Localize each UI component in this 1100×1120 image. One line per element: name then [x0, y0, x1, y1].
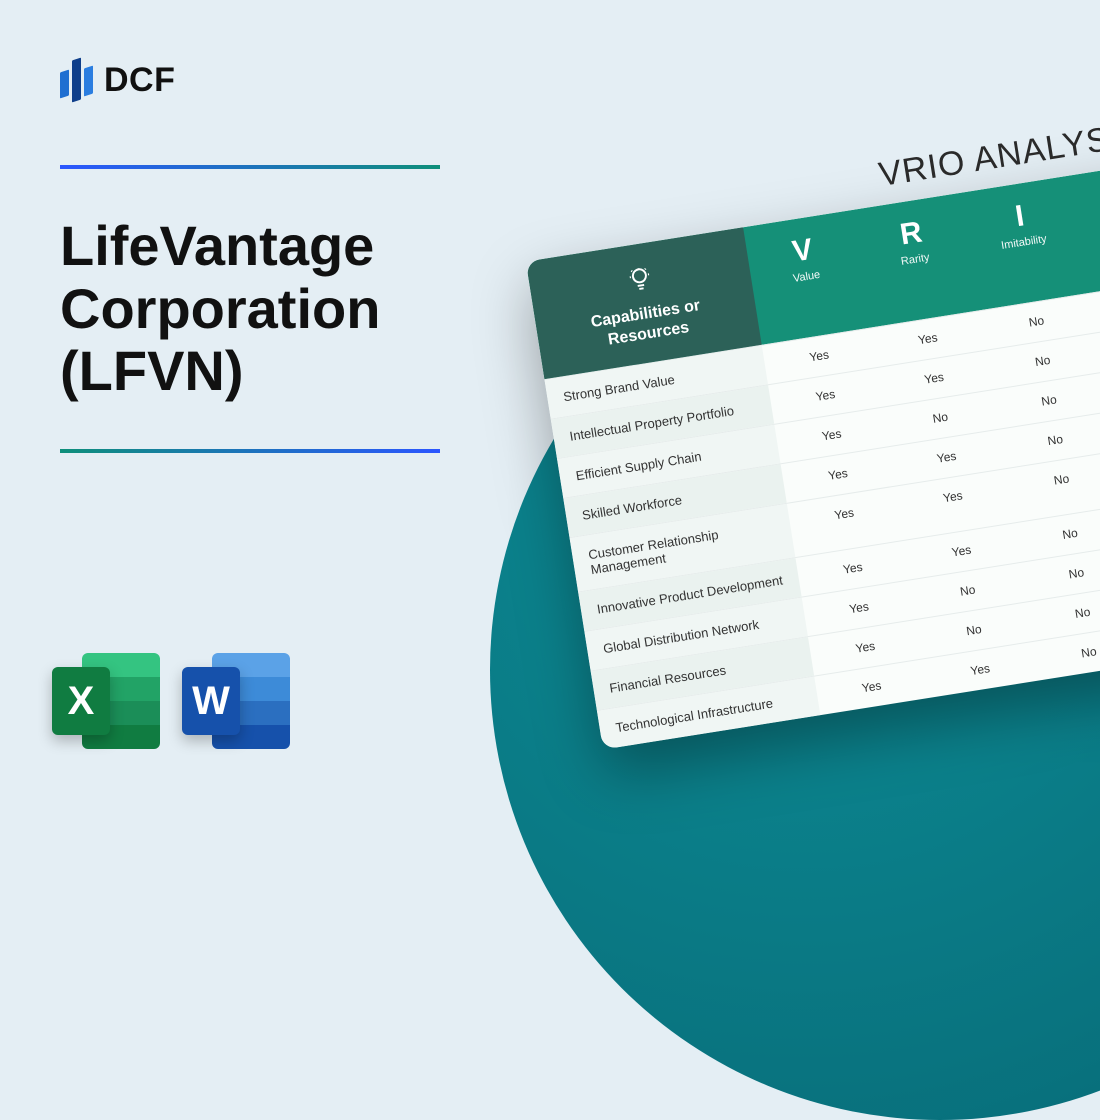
vrio-col-letter: [1077, 175, 1100, 190]
vrio-col-r: R Rarity: [852, 193, 979, 328]
excel-file-icon: X: [52, 647, 160, 755]
vrio-col-sub: Rarity: [900, 252, 930, 268]
divider-top: [60, 165, 440, 169]
vrio-corner-title: Capabilities or Resources: [590, 297, 702, 349]
vrio-col-letter: R: [860, 210, 962, 259]
vrio-col-letter: I: [969, 192, 1071, 241]
divider-bottom: [60, 449, 440, 453]
vrio-col-sub: Imitability: [1000, 233, 1047, 252]
brand-name: DCF: [104, 61, 175, 100]
excel-letter: X: [52, 667, 110, 735]
file-icons: X W: [52, 647, 290, 755]
brand-logo-icon: [60, 55, 94, 105]
brand-logo: DCF: [60, 55, 500, 105]
word-letter: W: [182, 667, 240, 735]
vrio-col-letter: V: [752, 227, 854, 276]
vrio-card: VRIO ANALYSIS Capabilities or Resources …: [518, 110, 1100, 750]
lightbulb-icon: [547, 252, 734, 313]
word-file-icon: W: [182, 647, 290, 755]
vrio-col-i: I Imitability: [960, 176, 1087, 311]
vrio-col-v: V Value: [743, 210, 870, 345]
page-title: LifeVantage Corporation (LFVN): [60, 215, 500, 403]
vrio-col-sub: Value: [792, 269, 821, 285]
vrio-table: Capabilities or Resources V Value R Rari…: [526, 158, 1100, 749]
